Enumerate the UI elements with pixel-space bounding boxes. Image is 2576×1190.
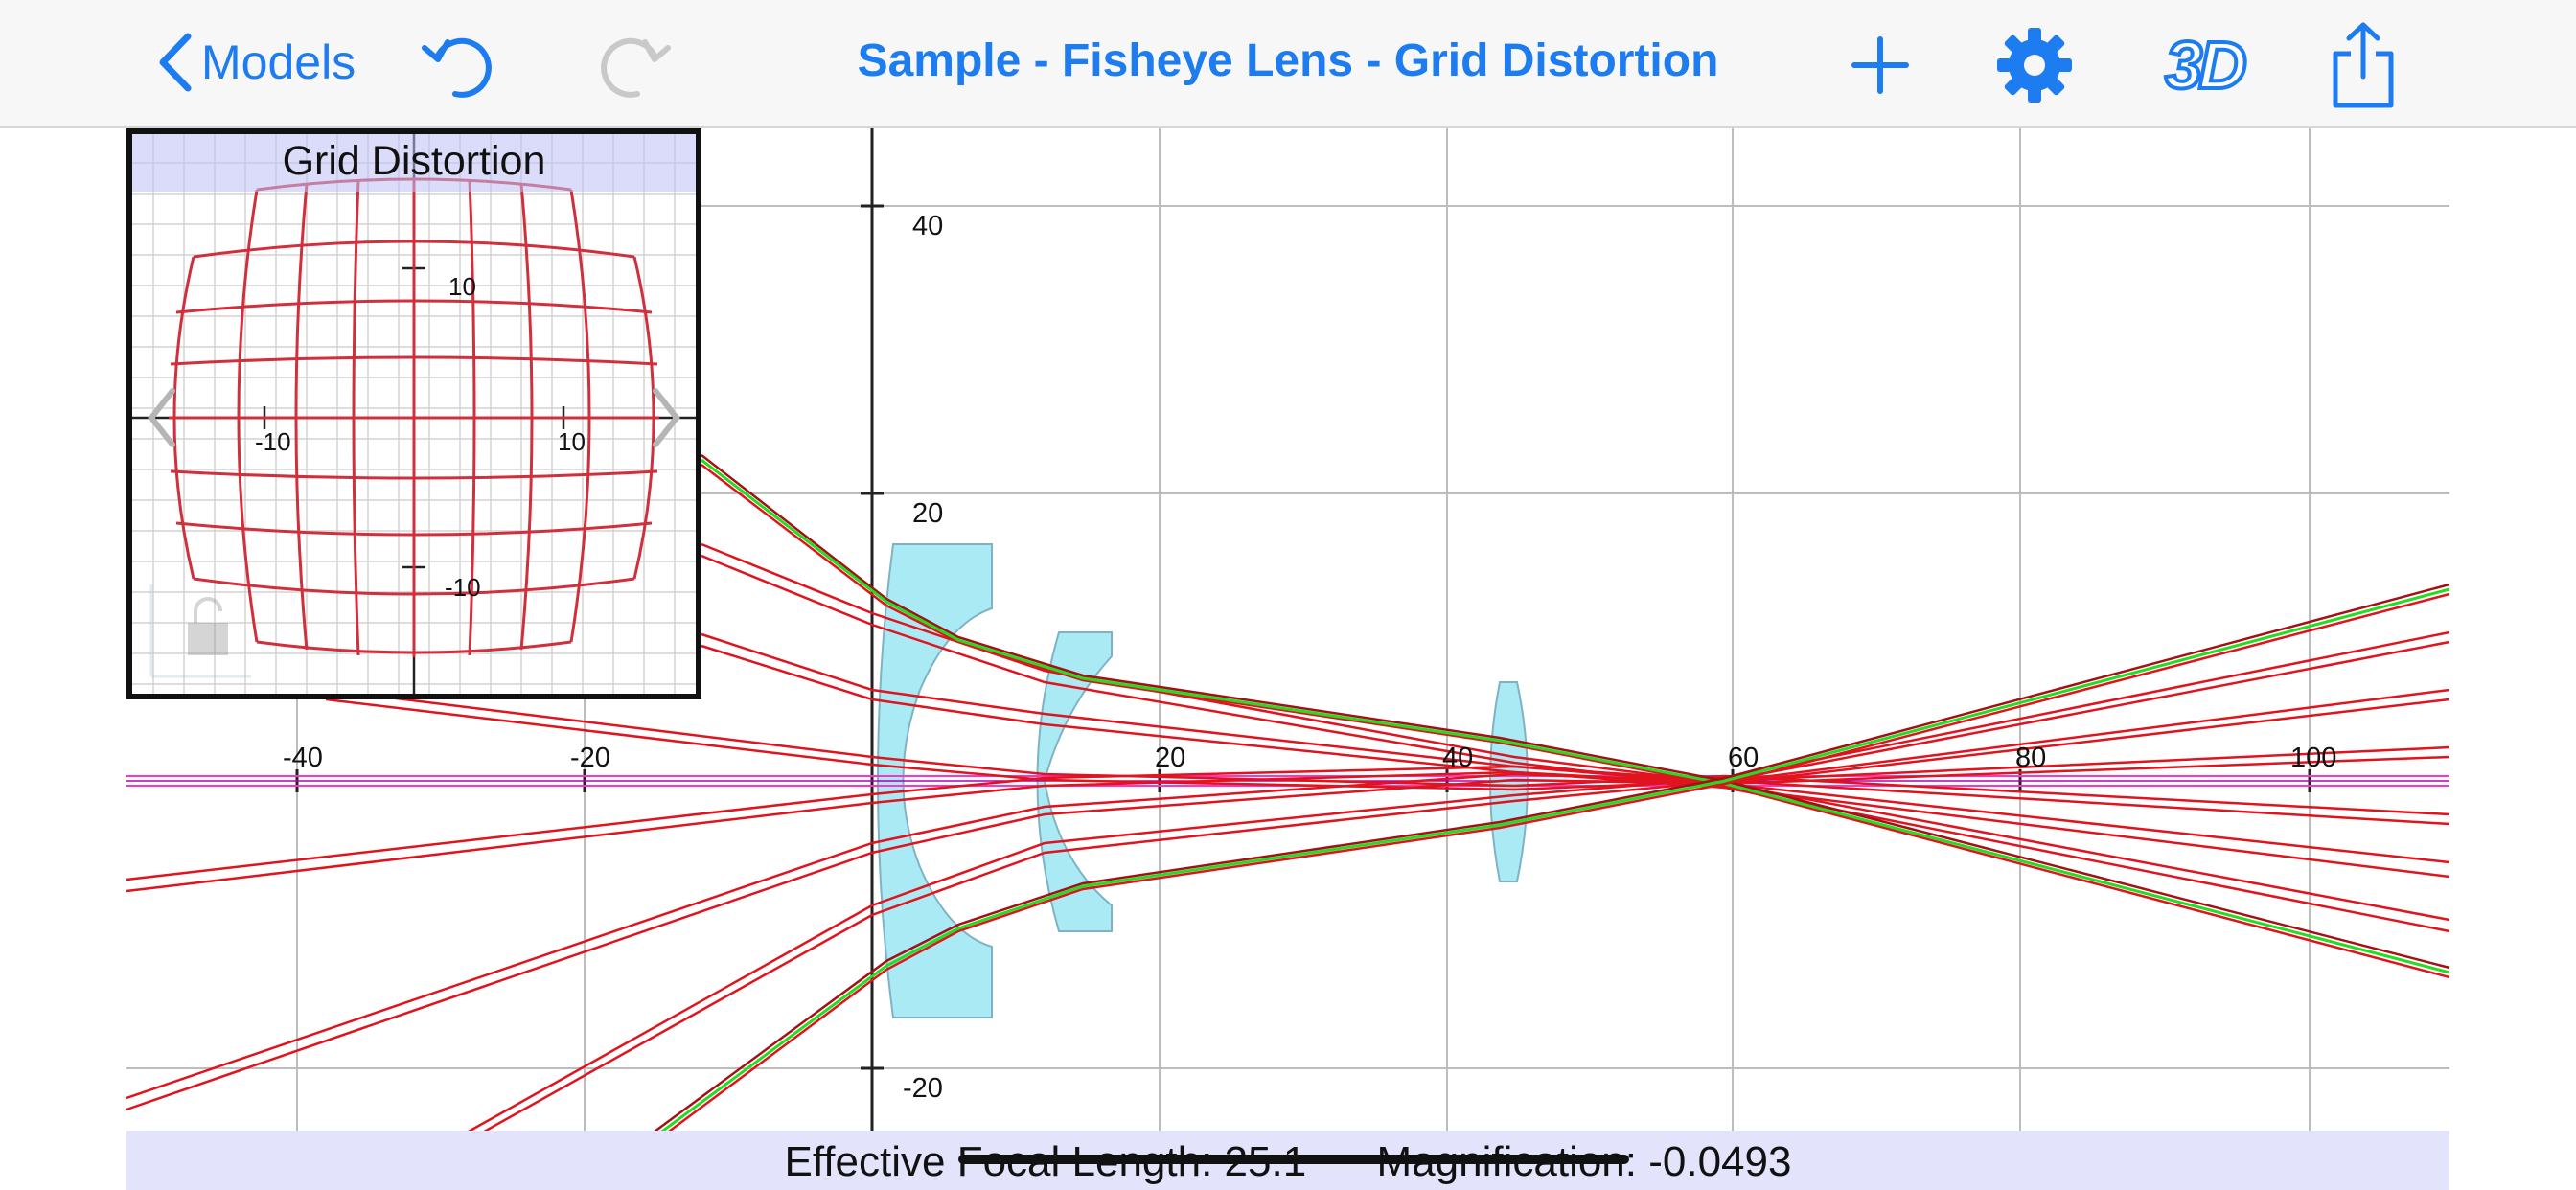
traced-rays [126,542,2450,1190]
x-tick-label: 60 [1728,743,1759,773]
inset-y-tick-label: 10 [448,272,476,301]
redo-icon [601,37,671,98]
back-to-models-button[interactable]: Models [153,29,356,96]
scrubber-handle[interactable] [958,1155,1629,1164]
share-icon [2333,22,2394,108]
inset-title: Grid Distortion [282,138,546,184]
y-tick-label: -20 [903,1073,943,1104]
x-tick-label: 20 [1155,743,1185,773]
front-meniscus-lens [877,543,993,1018]
y-tick-labels: 40 20 -20 [903,211,943,1104]
y-tick-label: 20 [912,498,943,529]
x-tick-label: 80 [2015,743,2046,773]
settings-button[interactable] [1987,17,2082,113]
back-chevron-icon [159,33,192,92]
share-button[interactable] [2315,17,2411,113]
undo-icon [422,37,492,98]
inset-x-tick-label: 10 [558,427,586,456]
redo-button[interactable] [585,17,680,113]
grid-distortion-plot: 10 -10 -10 10 [132,134,696,694]
next-plot-icon[interactable] [653,388,680,447]
third-biconvex-lens [1489,681,1529,882]
page-title: Sample - Fisheye Lens - Grid Distortion [857,35,1719,86]
toolbar: Models Sample - Fisheye Lens - Grid Dist… [0,0,2576,128]
grid-distortion-panel[interactable]: 10 -10 -10 10 Grid Distortion [126,128,702,699]
gear-icon [1997,28,2072,103]
3d-view-button[interactable]: 3D [2156,17,2252,113]
second-meniscus-lens [1036,631,1113,932]
back-label: Models [201,35,356,89]
x-tick-label: -40 [283,743,323,773]
marginal-rays [574,454,2450,1190]
inset-x-tick-label: -10 [255,427,291,456]
x-tick-label: 40 [1442,743,1473,773]
x-tick-label: 100 [2290,743,2336,773]
lens-elements[interactable] [877,543,1529,1018]
lock-icon[interactable] [150,584,251,678]
ray-trace-canvas[interactable]: -40 -20 20 40 60 80 100 40 20 -20 [0,128,2576,1190]
3d-icon: 3D [2163,26,2249,104]
inset-y-tick-label: -10 [445,573,481,602]
add-button[interactable] [1832,17,1928,113]
previous-plot-icon[interactable] [148,388,175,447]
inset-title-bar [132,134,696,192]
x-tick-labels: -40 -20 20 40 60 80 100 [283,743,2336,773]
add-icon [1852,36,1909,94]
undo-button[interactable] [412,17,508,113]
y-tick-label: 40 [912,211,943,241]
x-tick-label: -20 [570,743,610,773]
